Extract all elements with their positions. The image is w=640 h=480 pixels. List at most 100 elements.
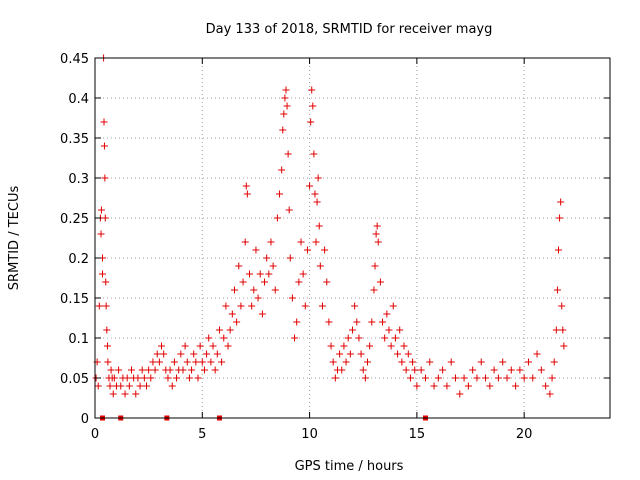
data-point bbox=[310, 150, 318, 158]
data-point bbox=[179, 366, 187, 374]
data-point bbox=[102, 278, 110, 286]
data-point bbox=[357, 350, 365, 358]
plot-frame bbox=[94, 57, 611, 419]
data-point bbox=[237, 302, 245, 310]
data-point bbox=[265, 270, 273, 278]
data-point bbox=[143, 382, 150, 390]
data-point bbox=[411, 366, 419, 374]
data-point bbox=[346, 350, 354, 358]
data-point bbox=[222, 302, 230, 310]
data-point bbox=[228, 310, 236, 318]
data-point bbox=[307, 118, 315, 126]
data-point bbox=[97, 230, 105, 238]
data-point bbox=[371, 262, 379, 270]
data-point bbox=[552, 326, 560, 334]
data-point bbox=[430, 382, 438, 390]
y-tick-label: 0.3 bbox=[68, 172, 89, 187]
x-tick-label: 10 bbox=[301, 427, 318, 442]
data-point bbox=[273, 214, 281, 222]
data-point bbox=[379, 318, 387, 326]
x-tick-label: 0 bbox=[91, 427, 99, 442]
data-point bbox=[338, 366, 346, 374]
data-point bbox=[145, 366, 153, 374]
data-point bbox=[235, 262, 243, 270]
data-point bbox=[241, 238, 249, 246]
data-point bbox=[100, 118, 108, 126]
data-point bbox=[198, 358, 206, 366]
data-point bbox=[125, 382, 133, 390]
data-point bbox=[315, 222, 323, 230]
data-point bbox=[404, 350, 412, 358]
data-point bbox=[170, 358, 178, 366]
data-point bbox=[166, 366, 174, 374]
data-point bbox=[218, 358, 226, 366]
data-point bbox=[151, 366, 159, 374]
data-point bbox=[557, 198, 565, 206]
data-point bbox=[309, 102, 317, 110]
data-point bbox=[318, 302, 326, 310]
y-tick-label: 0.45 bbox=[60, 52, 89, 67]
data-point bbox=[447, 358, 455, 366]
data-point bbox=[469, 366, 477, 374]
data-point bbox=[473, 374, 481, 382]
data-point bbox=[103, 326, 111, 334]
data-point bbox=[402, 366, 410, 374]
data-point bbox=[215, 326, 223, 334]
data-point bbox=[413, 382, 421, 390]
data-point bbox=[271, 286, 279, 294]
data-point bbox=[323, 278, 331, 286]
data-point bbox=[327, 342, 335, 350]
data-point bbox=[250, 286, 258, 294]
data-point bbox=[258, 310, 266, 318]
data-point bbox=[224, 342, 232, 350]
data-point bbox=[421, 374, 429, 382]
data-point bbox=[279, 126, 287, 134]
data-point bbox=[368, 318, 376, 326]
data-point bbox=[359, 366, 367, 374]
data-point bbox=[373, 222, 381, 230]
data-point bbox=[299, 270, 307, 278]
data-point bbox=[533, 350, 541, 358]
data-point bbox=[409, 358, 417, 366]
data-point bbox=[283, 102, 291, 110]
data-point bbox=[242, 182, 250, 190]
data-point bbox=[100, 142, 108, 150]
data-point bbox=[109, 390, 117, 398]
y-tick-label: 0.35 bbox=[60, 132, 89, 147]
data-point bbox=[94, 382, 102, 390]
data-point bbox=[155, 358, 163, 366]
data-point bbox=[349, 326, 356, 334]
data-point bbox=[102, 302, 110, 310]
data-point bbox=[344, 334, 352, 342]
data-point bbox=[311, 190, 319, 198]
data-point bbox=[555, 246, 562, 254]
data-point bbox=[107, 366, 115, 374]
data-point bbox=[213, 350, 221, 358]
data-point bbox=[99, 270, 107, 278]
data-point bbox=[417, 366, 425, 374]
data-point bbox=[364, 358, 372, 366]
data-point bbox=[507, 366, 515, 374]
data-point bbox=[490, 366, 498, 374]
data-point bbox=[147, 374, 155, 382]
data-point bbox=[188, 366, 196, 374]
data-point bbox=[132, 390, 140, 398]
data-point bbox=[516, 366, 524, 374]
data-point bbox=[306, 182, 314, 190]
data-point bbox=[556, 214, 564, 222]
data-point bbox=[391, 334, 399, 342]
data-point bbox=[464, 382, 472, 390]
y-tick-label: 0.25 bbox=[60, 212, 89, 227]
data-point bbox=[239, 278, 247, 286]
data-point bbox=[196, 342, 204, 350]
data-point bbox=[456, 390, 464, 398]
data-point bbox=[366, 342, 374, 350]
data-point bbox=[276, 190, 284, 198]
data-point bbox=[101, 214, 109, 222]
data-point bbox=[149, 358, 157, 366]
data-point bbox=[297, 238, 305, 246]
data-point bbox=[190, 350, 198, 358]
data-point bbox=[452, 374, 459, 382]
